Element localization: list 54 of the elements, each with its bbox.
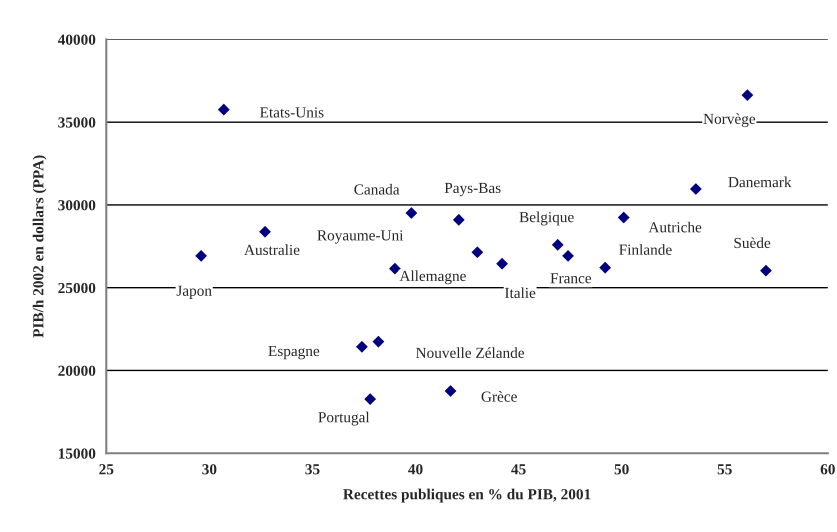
annotation: Japon [176,286,212,299]
point [389,262,401,275]
point [552,238,564,251]
point [690,183,702,195]
point [259,226,271,238]
point [356,340,368,353]
point [372,336,384,348]
x-tick-label: 35 [305,464,320,474]
y-tick-label: 30000 [58,200,96,210]
point [452,214,465,226]
point [471,246,484,258]
annotation: Finlande [619,244,672,255]
annotation: Portugal [318,412,370,426]
point [195,250,208,262]
y-tick-label: 40000 [58,34,96,45]
y-tick-label: 15000 [58,448,96,459]
annotation: Australie [244,244,300,256]
annotation: Espagne [268,346,320,360]
point [496,258,508,270]
point [218,104,230,116]
annotation: Suède [734,237,770,248]
annotation: Belgique [519,211,574,226]
x-tick-label: 50 [614,464,629,474]
annotation: France [550,273,592,284]
point [444,385,456,397]
point [742,89,754,102]
point [364,393,376,406]
annotation: Danemark [728,176,792,188]
point [760,264,772,277]
y-tick-label: 25000 [58,282,96,294]
x-tick-label: 30 [202,464,216,474]
annotation: Pays-Bas [444,182,501,196]
y-tick-label: 20000 [58,366,96,376]
x-tick-label: 55 [718,464,732,474]
annotation: Etats-Unis [260,107,324,118]
point [618,212,630,224]
annotation: Canada [354,184,400,195]
y-tick-label: 35000 [58,117,96,128]
x-tick-label: 40 [408,464,423,474]
point [599,262,612,274]
annotation: Italie [505,287,536,298]
x-tick-label: 45 [511,464,526,474]
annotation: Grèce [482,391,517,402]
x-tick-label: 25 [99,464,114,474]
annotation: Norvège [703,113,756,128]
annotation: Allemagne [400,270,466,284]
annotation: Royaume-Uni [317,230,404,244]
x-tick-label: 60 [820,464,835,474]
point [405,207,418,219]
x-axis-title: Recettes publiques en % du PIB, 2001 [343,488,590,502]
y-axis-title: PIB/h 2002 en dollars (PPA) [32,155,47,338]
annotation: Nouvelle Zélande [416,347,524,358]
point [562,250,574,262]
annotation: Autriche [648,222,702,232]
